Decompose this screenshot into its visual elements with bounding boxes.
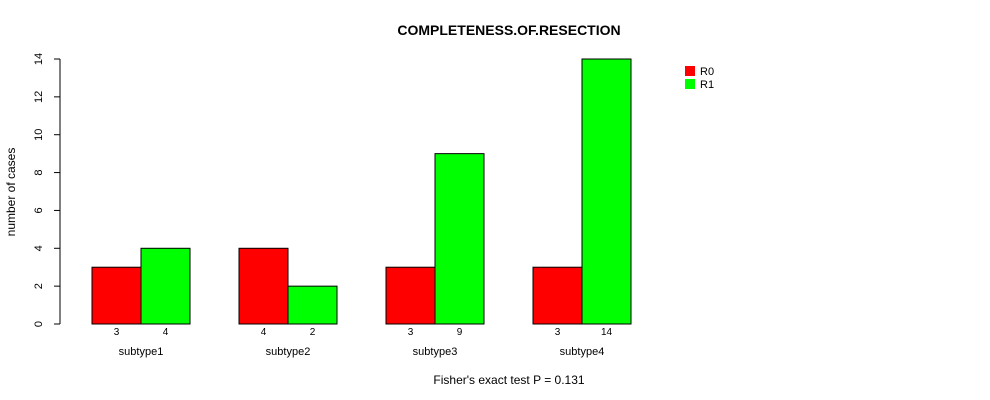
y-tick-label: 4 [33, 245, 45, 251]
count-label: 3 [408, 327, 414, 338]
legend-swatch-r0 [685, 66, 695, 76]
category-label: subtype1 [119, 346, 164, 358]
count-label: 2 [310, 327, 316, 338]
count-label: 3 [114, 327, 120, 338]
category-label: subtype3 [413, 346, 458, 358]
y-tick-label: 14 [33, 53, 45, 65]
category-label: subtype2 [266, 346, 311, 358]
bar-r1-subtype4 [581, 58, 632, 325]
y-tick-label: 6 [33, 207, 45, 213]
bar-r0-subtype2 [238, 247, 289, 325]
bar-r1-subtype3 [434, 153, 485, 325]
bar-r0-subtype3 [385, 266, 436, 325]
count-label: 9 [457, 327, 463, 338]
legend-label-r0: R0 [700, 66, 714, 78]
y-axis-label: number of cases [4, 148, 18, 237]
y-tick-label: 0 [33, 321, 45, 327]
bars [91, 58, 632, 325]
y-tick-label: 2 [33, 283, 45, 289]
chart-title: COMPLETENESS.OF.RESECTION [397, 22, 620, 38]
test-result-label: Fisher's exact test P = 0.131 [433, 373, 584, 387]
count-labels: 3 4 4 2 3 9 3 14 [114, 327, 613, 338]
count-label: 3 [555, 327, 561, 338]
y-tick-label: 12 [33, 91, 45, 103]
category-labels: subtype1 subtype2 subtype3 subtype4 [119, 346, 605, 358]
bar-r1-subtype2 [287, 285, 338, 325]
legend-swatch-r1 [685, 79, 695, 89]
y-tick-label: 8 [33, 170, 45, 176]
bar-r0-subtype4 [532, 266, 583, 325]
count-label: 4 [163, 327, 169, 338]
category-label: subtype4 [560, 346, 605, 358]
count-label: 4 [261, 327, 267, 338]
bar-r1-subtype1 [140, 247, 191, 325]
bar-r0-subtype1 [91, 266, 142, 325]
y-axis: 0 2 4 6 8 10 12 14 [33, 53, 61, 327]
count-label: 14 [601, 327, 613, 338]
legend-label-r1: R1 [700, 79, 714, 91]
y-tick-label: 10 [33, 129, 45, 141]
